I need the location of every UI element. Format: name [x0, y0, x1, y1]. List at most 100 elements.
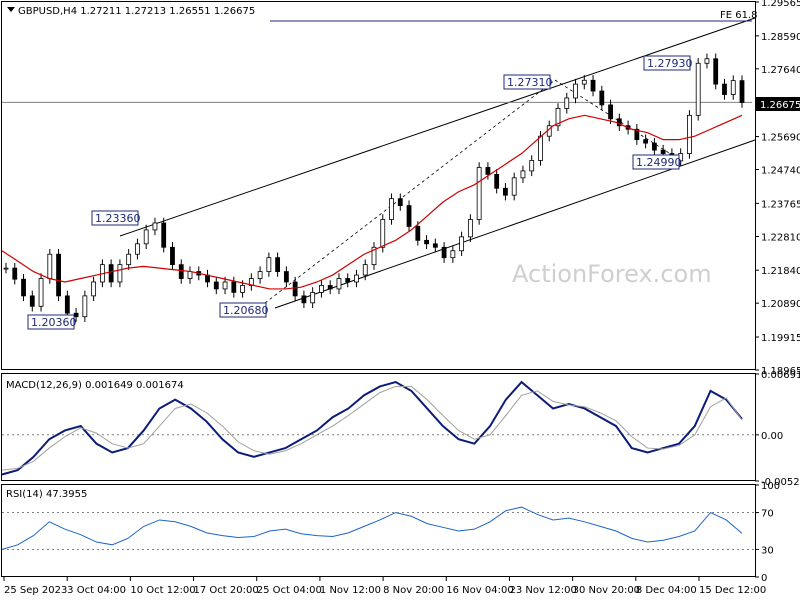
candle-body-6 [56, 253, 61, 297]
y-label-main-2: 1.27640 [761, 65, 800, 76]
candle-body-39 [345, 278, 351, 283]
candle-body-56 [494, 173, 500, 189]
candle-body-36 [319, 285, 324, 293]
macd-panel [1, 373, 756, 481]
candle-body-84 [739, 80, 745, 103]
price-annotation-box-1 [27, 314, 75, 330]
y-label-rsi-1: 70 [761, 509, 774, 520]
candle-body-80 [704, 58, 710, 64]
symbol-header: GBPUSD,H4 1.27211 1.27213 1.26551 1.2667… [7, 6, 255, 17]
candle-body-51 [450, 250, 456, 259]
symbol-dropdown-icon [7, 7, 15, 12]
x-label-11: 15 Dec 12:00 [699, 585, 766, 596]
candle-body-52 [459, 236, 465, 252]
candle-body-19 [170, 246, 175, 266]
candle-body-41 [362, 264, 368, 276]
candle-body-63 [555, 108, 561, 127]
candle-body-75 [660, 149, 666, 154]
candle-body-54 [476, 167, 482, 220]
candle-body-31 [275, 257, 281, 272]
candle-body-46 [406, 205, 412, 227]
macd-signal-line [1, 385, 743, 471]
candle-body-57 [503, 187, 508, 196]
candle-body-38 [336, 278, 342, 290]
candle-body-74 [651, 142, 657, 151]
price-annotation-3: 1.27310 [507, 76, 553, 89]
candle-body-13 [117, 264, 123, 283]
candle-body-26 [231, 281, 237, 293]
y-axis-main: 1.29565 1.28590 1.27640 1.26675 1.25690 1.247… [755, 0, 800, 377]
price-annotation-box-0 [91, 210, 139, 226]
price-annotation-1: 1.20360 [31, 316, 77, 329]
candle-body-44 [389, 198, 394, 220]
candle-body-53 [467, 219, 473, 238]
price-annotation-2: 1.20680 [223, 304, 269, 317]
x-label-3: 17 Oct 20:00 [194, 585, 259, 596]
candle-body-68 [599, 90, 605, 106]
main-candles [3, 53, 745, 322]
candle-body-21 [187, 271, 193, 279]
macd-series [1, 380, 755, 476]
candle-body-20 [178, 264, 184, 279]
candle-body-67 [590, 79, 596, 92]
candle-body-58 [511, 177, 517, 196]
candle-body-3 [29, 295, 35, 307]
price-annotation-box-3 [503, 74, 551, 90]
dashed-projection-line [264, 79, 556, 304]
y-label-main-4: 1.25690 [761, 133, 800, 144]
x-label-1: 3 Oct 04:00 [67, 585, 126, 596]
x-label-5: 1 Nov 12:00 [320, 585, 381, 596]
rsi-series [1, 506, 755, 550]
candle-body-25 [222, 281, 228, 290]
candle-body-2 [21, 278, 26, 297]
candle-body-1 [12, 267, 18, 280]
y-label-macd-0: 0.006915 [761, 370, 800, 381]
candle-body-55 [485, 167, 491, 175]
candle-body-47 [415, 226, 421, 241]
main-moving-average [1, 114, 743, 290]
candle-body-27 [240, 285, 245, 293]
x-label-7: 16 Nov 04:00 [446, 585, 513, 596]
y-label-main-9: 1.20890 [761, 299, 800, 310]
candle-body-0 [3, 267, 9, 270]
y-label-rsi-0: 100 [761, 481, 780, 492]
candle-body-65 [573, 83, 578, 99]
candle-body-16 [143, 229, 149, 245]
y-label-main-5: 1.24740 [761, 166, 800, 177]
candle-body-83 [730, 80, 736, 95]
rsi-line [1, 506, 743, 550]
y-label-main-7: 1.22810 [761, 233, 800, 244]
current-price-tag: 1.26675 [756, 97, 800, 111]
y-label-macd-1: 0.00 [761, 431, 783, 442]
candle-body-24 [213, 281, 219, 290]
y-label-rsi-3: 0 [761, 573, 767, 584]
x-label-2: 10 Oct 12:00 [130, 585, 195, 596]
candle-body-37 [327, 285, 333, 290]
price-annotation-box-4 [643, 55, 691, 71]
price-annotation-0: 1.23360 [95, 212, 141, 225]
y-label-main-11: 1.18965 [761, 366, 800, 377]
main-annotations: 1.23360 1.20360 1.20680 1.27310 1.27930 1.249… [27, 55, 693, 330]
ohlc-header: GBPUSD,H4 1.27211 1.27213 1.26551 1.2667… [18, 6, 255, 17]
candle-body-17 [152, 222, 158, 231]
candle-body-14 [126, 253, 132, 266]
main-chart-panel [1, 1, 756, 370]
price-annotation-box-2 [219, 302, 267, 318]
candle-body-43 [380, 219, 386, 248]
candle-body-34 [301, 295, 307, 304]
candle-body-78 [687, 114, 692, 154]
fe-label: FE 61.8 [720, 10, 758, 21]
candle-body-15 [135, 243, 140, 255]
candle-body-81 [713, 58, 719, 85]
x-label-4: 25 Oct 04:00 [257, 585, 322, 596]
watermark: ActionForex.com [512, 260, 712, 288]
price-annotation-4: 1.27930 [647, 57, 693, 70]
x-label-8: 23 Nov 12:00 [509, 585, 576, 596]
macd-label: MACD(12,26,9) 0.001649 0.001674 [6, 380, 184, 391]
candle-body-4 [38, 278, 44, 307]
candle-body-64 [564, 97, 570, 109]
ma-line [1, 114, 743, 290]
candle-body-50 [441, 246, 447, 259]
